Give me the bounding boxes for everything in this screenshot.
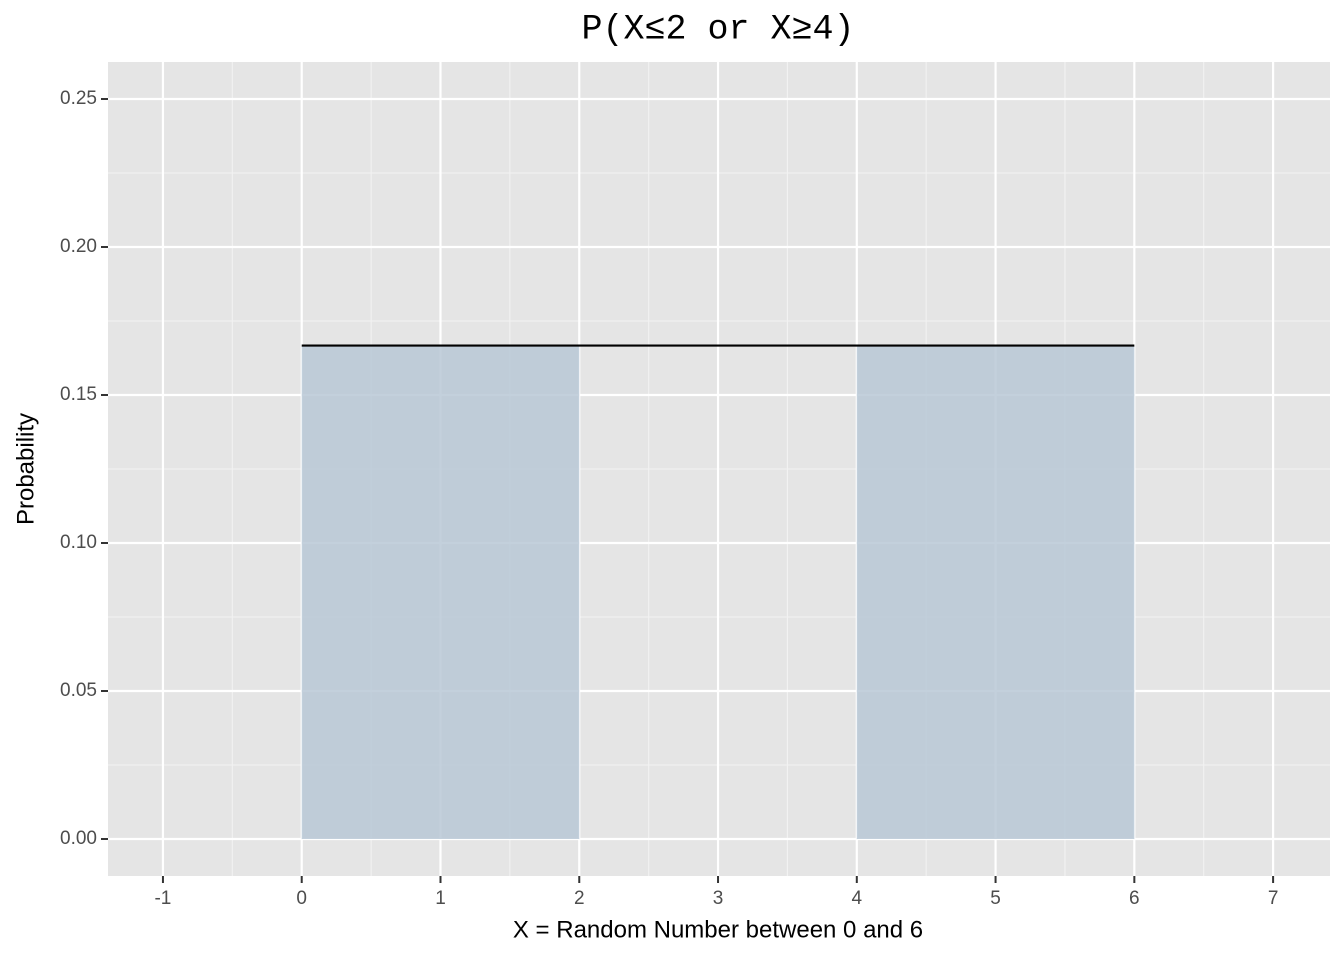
chart-title: P(X≤2 or X≥4) bbox=[581, 9, 854, 49]
x-tick-label: 3 bbox=[713, 888, 724, 909]
y-tick-label: 0.10 bbox=[60, 532, 97, 553]
y-axis-label: Probability bbox=[12, 413, 39, 525]
x-tick-label: 5 bbox=[990, 888, 1001, 909]
y-tick-label: 0.05 bbox=[60, 680, 97, 701]
shaded-area bbox=[856, 345, 1135, 839]
y-tick-label: 0.00 bbox=[60, 828, 97, 849]
x-axis-label: X = Random Number between 0 and 6 bbox=[513, 916, 923, 943]
x-tick-label: 7 bbox=[1268, 888, 1279, 909]
y-tick-label: 0.20 bbox=[60, 236, 97, 257]
x-tick-label: 1 bbox=[435, 888, 446, 909]
x-tick-label: 2 bbox=[574, 888, 585, 909]
x-tick-label: 6 bbox=[1129, 888, 1140, 909]
y-tick-label: 0.25 bbox=[60, 88, 97, 109]
y-tick-label: 0.15 bbox=[60, 384, 97, 405]
x-tick-label: 4 bbox=[852, 888, 863, 909]
x-tick-label: 0 bbox=[296, 888, 307, 909]
x-tick-label: -1 bbox=[154, 888, 171, 909]
shaded-area bbox=[301, 345, 580, 839]
